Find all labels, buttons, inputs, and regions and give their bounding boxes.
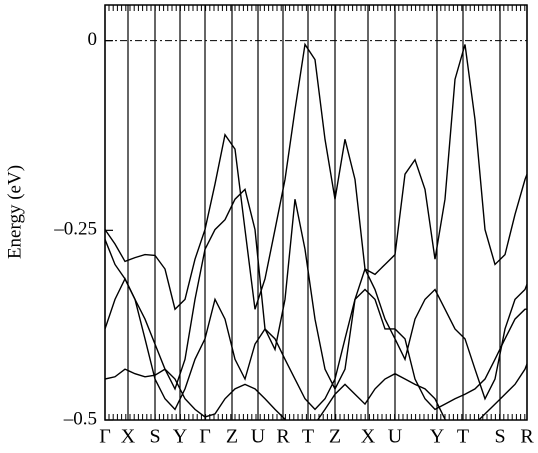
band-line [105, 277, 527, 411]
x-tick-label: S [494, 426, 505, 448]
x-tick-label: X [361, 426, 376, 448]
y-tick-label: 0 [88, 29, 98, 50]
x-tick-label: Γ [199, 426, 211, 448]
band-line [105, 363, 527, 420]
band-line [105, 42, 527, 311]
plot-frame [104, 4, 528, 421]
x-tick-label: X [121, 426, 136, 448]
x-tick-label: T [457, 426, 469, 448]
x-tick-label: T [302, 426, 314, 448]
x-tick-label: R [520, 426, 534, 448]
x-tick-label: R [276, 426, 290, 448]
y-tick-label: –0.25 [53, 219, 97, 240]
x-tick-label: U [388, 426, 403, 448]
x-tick-label: Z [226, 426, 238, 448]
band-line [105, 187, 527, 401]
x-tick-label: U [251, 426, 266, 448]
x-tick-label: Γ [99, 426, 111, 448]
x-tick-label: Y [173, 426, 187, 448]
x-tick-label: Z [329, 426, 341, 448]
x-tick-label: Y [430, 426, 444, 448]
y-axis-label: Energy (eV) [4, 165, 25, 259]
x-tick-label: S [149, 426, 160, 448]
y-tick-label: –0.5 [63, 408, 97, 429]
bands [105, 42, 527, 420]
